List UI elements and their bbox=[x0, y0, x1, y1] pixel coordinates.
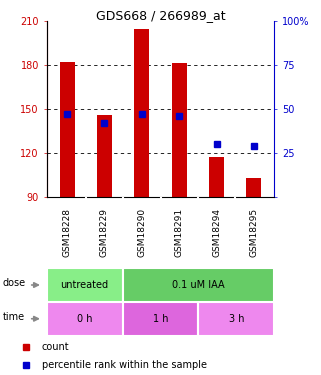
Bar bbox=[209, 157, 224, 197]
Bar bbox=[123, 302, 198, 336]
Text: percentile rank within the sample: percentile rank within the sample bbox=[42, 360, 207, 370]
Text: 1 h: 1 h bbox=[153, 314, 168, 324]
Bar bbox=[134, 30, 149, 197]
Bar bbox=[60, 62, 74, 197]
Text: 0 h: 0 h bbox=[77, 314, 92, 324]
Text: 3 h: 3 h bbox=[229, 314, 244, 324]
Text: GSM18295: GSM18295 bbox=[249, 208, 258, 257]
Bar bbox=[47, 268, 123, 302]
Text: dose: dose bbox=[2, 278, 25, 288]
Bar bbox=[198, 302, 274, 336]
Text: GSM18294: GSM18294 bbox=[212, 208, 221, 257]
Text: GSM18228: GSM18228 bbox=[63, 208, 72, 257]
Text: GSM18291: GSM18291 bbox=[175, 208, 184, 257]
Bar bbox=[123, 268, 274, 302]
Text: untreated: untreated bbox=[60, 280, 108, 290]
Text: GSM18290: GSM18290 bbox=[137, 208, 146, 257]
Bar bbox=[97, 115, 112, 197]
Text: count: count bbox=[42, 342, 69, 352]
Text: GDS668 / 266989_at: GDS668 / 266989_at bbox=[96, 9, 225, 22]
Text: GSM18229: GSM18229 bbox=[100, 208, 109, 257]
Bar bbox=[247, 178, 261, 197]
Bar bbox=[47, 302, 123, 336]
Bar bbox=[172, 63, 187, 197]
Text: 0.1 uM IAA: 0.1 uM IAA bbox=[172, 280, 225, 290]
Text: time: time bbox=[2, 312, 24, 322]
